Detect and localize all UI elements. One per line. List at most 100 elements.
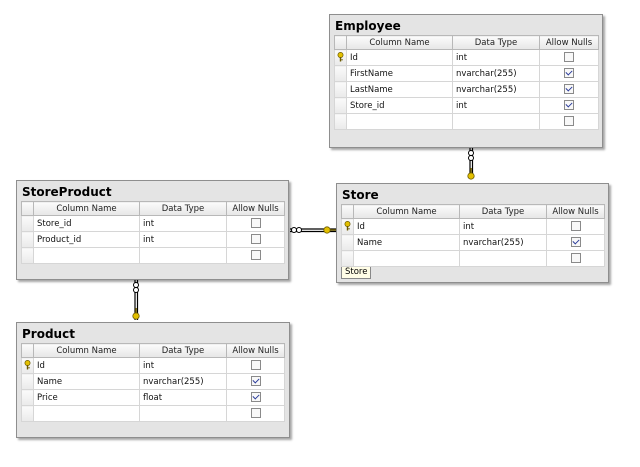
header-selector	[334, 35, 347, 50]
data-type-cell[interactable]: nvarchar(255)	[459, 234, 547, 251]
column-name-cell[interactable]	[33, 405, 140, 422]
allow-nulls-checkbox[interactable]	[570, 253, 581, 264]
column-row[interactable]: Id int	[21, 357, 285, 374]
allow-nulls-cell[interactable]	[226, 247, 285, 264]
row-selector[interactable]	[334, 97, 347, 114]
allow-nulls-cell[interactable]	[226, 389, 285, 406]
primary-key-icon	[343, 221, 352, 231]
allow-nulls-checkbox[interactable]	[250, 392, 261, 403]
data-type-cell[interactable]: int	[139, 357, 227, 374]
allow-nulls-checkbox[interactable]	[564, 100, 574, 111]
row-selector[interactable]	[334, 81, 347, 98]
allow-nulls-cell[interactable]	[546, 234, 605, 251]
data-type-cell[interactable]: int	[139, 215, 227, 232]
link-storeproduct-product[interactable]	[132, 280, 140, 320]
column-name-cell[interactable]	[346, 113, 453, 130]
column-row[interactable]: Store_id int	[334, 97, 599, 114]
column-row[interactable]: Product_id int	[21, 231, 285, 248]
allow-nulls-checkbox[interactable]	[564, 84, 574, 95]
column-name-cell[interactable]: Id	[353, 218, 460, 235]
row-selector[interactable]	[21, 373, 34, 390]
allow-nulls-checkbox[interactable]	[250, 218, 261, 229]
allow-nulls-checkbox[interactable]	[250, 234, 261, 245]
row-selector[interactable]	[21, 357, 34, 374]
column-name-cell[interactable]	[353, 250, 460, 267]
data-type-cell[interactable]	[459, 250, 547, 267]
allow-nulls-cell[interactable]	[546, 218, 605, 235]
data-type-cell[interactable]: int	[452, 49, 540, 66]
allow-nulls-cell[interactable]	[539, 49, 599, 66]
column-name-cell[interactable]: FirstName	[346, 65, 453, 82]
allow-nulls-cell[interactable]	[226, 373, 285, 390]
data-type-cell[interactable]	[452, 113, 540, 130]
row-selector[interactable]	[341, 250, 354, 267]
allow-nulls-checkbox[interactable]	[570, 237, 581, 248]
new-column-row[interactable]	[21, 405, 285, 422]
data-type-cell[interactable]: float	[139, 389, 227, 406]
data-type-cell[interactable]: int	[139, 231, 227, 248]
allow-nulls-cell[interactable]	[226, 405, 285, 422]
link-storeproduct-store[interactable]	[290, 226, 337, 234]
column-row[interactable]: LastName nvarchar(255)	[334, 81, 599, 98]
column-name-cell[interactable]: Id	[346, 49, 453, 66]
allow-nulls-cell[interactable]	[539, 65, 599, 82]
allow-nulls-cell[interactable]	[226, 231, 285, 248]
allow-nulls-checkbox[interactable]	[564, 116, 574, 127]
allow-nulls-cell[interactable]	[546, 250, 605, 267]
new-column-row[interactable]	[341, 250, 605, 267]
new-column-row[interactable]	[21, 247, 285, 264]
row-selector[interactable]	[21, 247, 34, 264]
column-name-cell[interactable]: Name	[33, 373, 140, 390]
allow-nulls-checkbox[interactable]	[564, 68, 574, 79]
new-column-row[interactable]	[334, 113, 599, 130]
column-name-cell[interactable]: Product_id	[33, 231, 140, 248]
column-name-cell[interactable]: Store_id	[33, 215, 140, 232]
column-name-cell[interactable]: Id	[33, 357, 140, 374]
data-type-cell[interactable]: int	[452, 97, 540, 114]
allow-nulls-cell[interactable]	[539, 81, 599, 98]
row-selector[interactable]	[21, 215, 34, 232]
data-type-cell[interactable]: nvarchar(255)	[139, 373, 227, 390]
column-name-cell[interactable]: LastName	[346, 81, 453, 98]
row-selector[interactable]	[341, 234, 354, 251]
data-type-cell[interactable]	[139, 405, 227, 422]
row-selector[interactable]	[334, 65, 347, 82]
row-selector[interactable]	[334, 113, 347, 130]
data-type-cell[interactable]: int	[459, 218, 547, 235]
table-storeproduct[interactable]: StoreProduct Column Name Data Type Allow N…	[16, 180, 289, 280]
data-type-cell[interactable]: nvarchar(255)	[452, 81, 540, 98]
allow-nulls-checkbox[interactable]	[250, 360, 261, 371]
column-row[interactable]: Id int	[341, 218, 605, 235]
data-type-cell[interactable]: nvarchar(255)	[452, 65, 540, 82]
column-row[interactable]: Name nvarchar(255)	[341, 234, 605, 251]
table-product[interactable]: Product Column Name Data Type Allow Nulls I…	[16, 322, 290, 438]
table-store[interactable]: Store Store Column Name Data Type Allow Nu…	[336, 183, 609, 283]
column-name-cell[interactable]: Name	[353, 234, 460, 251]
column-row[interactable]: Store_id int	[21, 215, 285, 232]
allow-nulls-checkbox[interactable]	[570, 221, 581, 232]
column-name-cell[interactable]: Price	[33, 389, 140, 406]
row-selector[interactable]	[334, 49, 347, 66]
row-selector[interactable]	[21, 389, 34, 406]
allow-nulls-checkbox[interactable]	[250, 408, 261, 419]
allow-nulls-cell[interactable]	[539, 97, 599, 114]
column-row[interactable]: Name nvarchar(255)	[21, 373, 285, 390]
column-row[interactable]: Price float	[21, 389, 285, 406]
table-employee[interactable]: Employee Column Name Data Type Allow Nulls…	[329, 14, 603, 148]
row-selector[interactable]	[341, 218, 354, 235]
allow-nulls-cell[interactable]	[226, 215, 285, 232]
row-selector[interactable]	[21, 405, 34, 422]
allow-nulls-checkbox[interactable]	[564, 52, 574, 63]
column-name-cell[interactable]	[33, 247, 140, 264]
column-row[interactable]: Id int	[334, 49, 599, 66]
row-selector[interactable]	[21, 231, 34, 248]
column-row[interactable]: FirstName nvarchar(255)	[334, 65, 599, 82]
allow-nulls-checkbox[interactable]	[250, 376, 261, 387]
allow-nulls-cell[interactable]	[226, 357, 285, 374]
infinity-end-icon	[133, 282, 139, 288]
column-name-cell[interactable]: Store_id	[346, 97, 453, 114]
link-employee-store[interactable]	[467, 148, 475, 180]
allow-nulls-cell[interactable]	[539, 113, 599, 130]
allow-nulls-checkbox[interactable]	[250, 250, 261, 261]
data-type-cell[interactable]	[139, 247, 227, 264]
